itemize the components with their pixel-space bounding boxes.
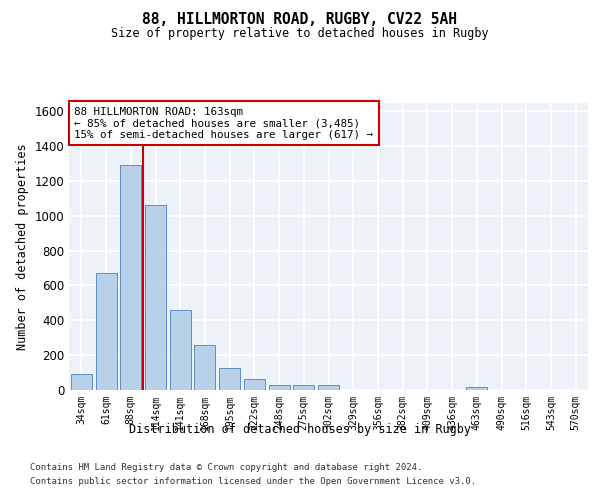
Bar	[219, 368, 240, 390]
Bar	[293, 385, 314, 390]
Text: Size of property relative to detached houses in Rugby: Size of property relative to detached ho…	[111, 28, 489, 40]
Text: 88, HILLMORTON ROAD, RUGBY, CV22 5AH: 88, HILLMORTON ROAD, RUGBY, CV22 5AH	[143, 12, 458, 28]
Bar	[95, 274, 116, 390]
Bar	[71, 374, 92, 390]
Bar	[120, 165, 141, 390]
Text: Contains public sector information licensed under the Open Government Licence v3: Contains public sector information licen…	[30, 478, 476, 486]
Y-axis label: Number of detached properties: Number of detached properties	[16, 143, 29, 350]
Bar	[466, 386, 487, 390]
Bar	[194, 344, 215, 390]
Text: Distribution of detached houses by size in Rugby: Distribution of detached houses by size …	[129, 422, 471, 436]
Bar	[269, 385, 290, 390]
Bar	[244, 378, 265, 390]
Text: 88 HILLMORTON ROAD: 163sqm
← 85% of detached houses are smaller (3,485)
15% of s: 88 HILLMORTON ROAD: 163sqm ← 85% of deta…	[74, 107, 373, 140]
Bar	[170, 310, 191, 390]
Bar	[318, 385, 339, 390]
Bar	[145, 206, 166, 390]
Text: Contains HM Land Registry data © Crown copyright and database right 2024.: Contains HM Land Registry data © Crown c…	[30, 462, 422, 471]
